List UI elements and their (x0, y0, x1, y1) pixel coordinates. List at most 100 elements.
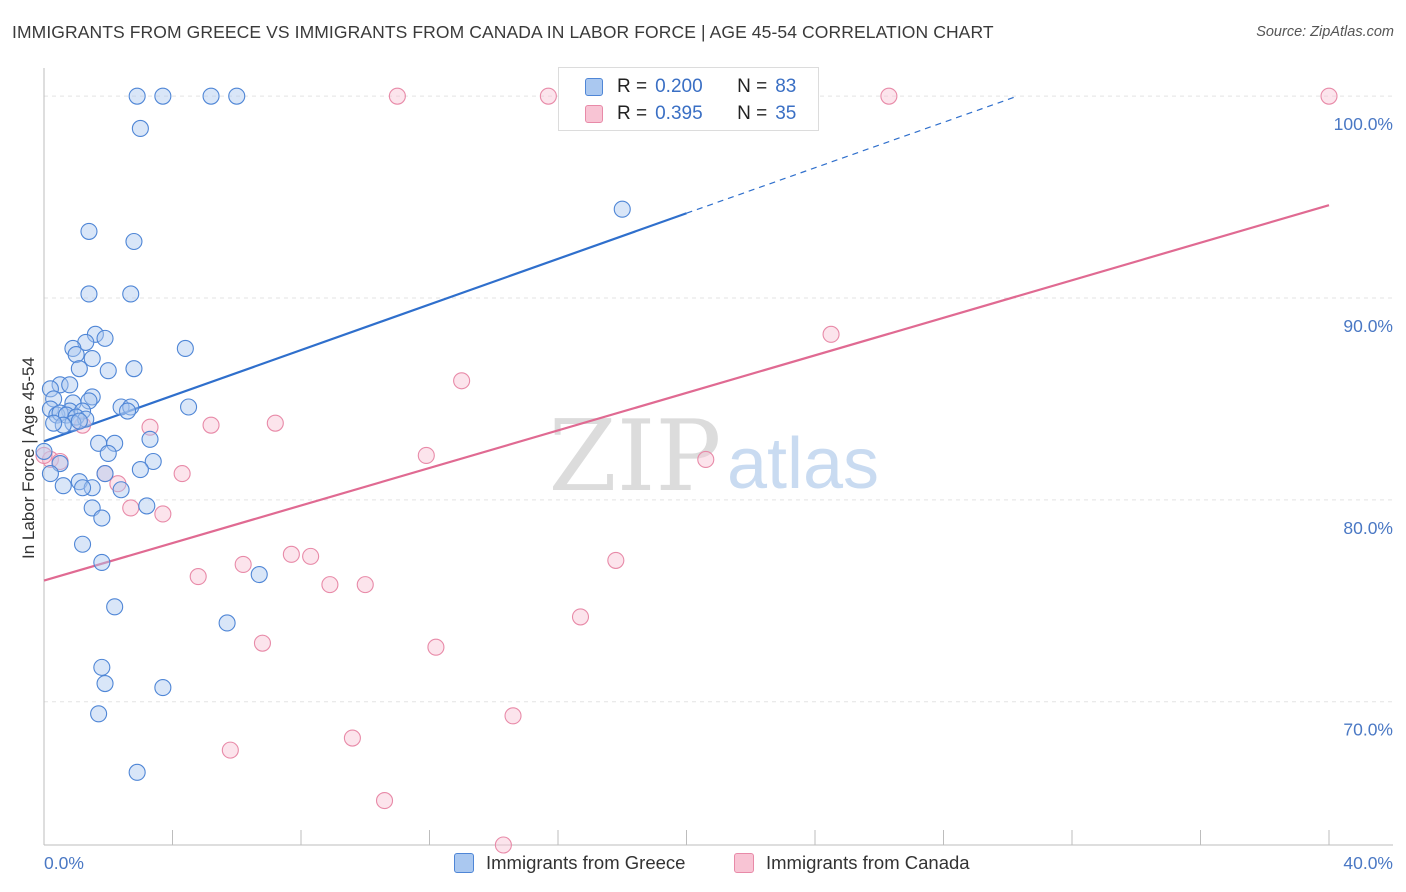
data-point-canada (427, 638, 445, 656)
legend-item-canada: Immigrants from Canada (734, 852, 970, 874)
data-point-canada (607, 551, 625, 569)
data-point-canada (571, 608, 590, 626)
y-tick-label: 80.0% (1343, 518, 1393, 538)
stats-legend: R = 0.200 N = 83 R = 0.395 N = 35 (558, 67, 819, 131)
data-point-greece (93, 553, 111, 571)
data-point-canada (504, 707, 522, 725)
trend-line-greece (43, 212, 687, 443)
data-point-greece (122, 285, 140, 303)
watermark-atlas: atlas (727, 424, 879, 504)
data-point-greece (99, 444, 117, 462)
watermark: ZIP atlas (549, 400, 879, 514)
data-point-greece (61, 376, 79, 394)
legend-item-greece: Immigrants from Greece (454, 852, 685, 874)
data-point-greece (41, 400, 59, 418)
data-point-greece (125, 360, 143, 378)
data-point-greece (45, 390, 63, 408)
data-point-greece (93, 509, 111, 527)
data-point-canada (221, 741, 239, 759)
data-point-greece (106, 598, 124, 616)
data-points (35, 87, 1338, 854)
data-point-greece (70, 360, 88, 378)
data-point-greece (180, 398, 198, 416)
legend-swatch-greece (454, 853, 474, 873)
trend-line-canada (43, 204, 1330, 582)
data-point-canada (356, 576, 374, 594)
data-point-greece (131, 119, 149, 138)
legend-r-value: 0.395 (655, 103, 703, 124)
data-point-canada (282, 545, 300, 563)
tick-labels: 70.0% 80.0% 90.0% 100.0% 0.0% 40.0% (44, 114, 1393, 873)
data-point-greece (202, 87, 220, 105)
data-point-canada (697, 450, 715, 469)
data-point-canada (494, 836, 512, 854)
data-point-canada (539, 87, 557, 105)
data-point-canada (1320, 87, 1338, 105)
data-point-greece (90, 705, 108, 723)
data-point-greece (93, 658, 111, 676)
data-point-greece (99, 362, 117, 380)
chart-title: IMMIGRANTS FROM GREECE VS IMMIGRANTS FRO… (12, 22, 994, 42)
data-point-canada (388, 87, 406, 105)
legend-swatch-canada (734, 853, 754, 873)
data-point-greece (41, 380, 59, 398)
data-point-canada (202, 416, 220, 434)
data-point-canada (453, 372, 471, 390)
axes (43, 68, 1393, 846)
legend-r-label: R = (617, 103, 648, 124)
data-point-greece (96, 329, 114, 347)
data-point-greece (228, 87, 246, 105)
data-point-greece (141, 430, 159, 448)
data-point-greece (131, 461, 149, 479)
legend-row-canada: R = 0.395 N = 35 (559, 101, 796, 127)
legend-row-greece: R = 0.200 N = 83 (559, 74, 796, 100)
data-point-greece (70, 412, 88, 430)
legend-n-label: N = (737, 76, 768, 97)
data-point-greece (613, 200, 631, 218)
data-point-greece (77, 410, 95, 428)
data-point-canada (822, 325, 840, 343)
data-point-greece (118, 402, 137, 420)
legend-r-value: 0.200 (655, 76, 703, 97)
legend-n-value: 83 (775, 76, 797, 97)
data-point-canada (417, 446, 435, 464)
legend-label-greece: Immigrants from Greece (486, 852, 686, 873)
data-point-greece (80, 222, 98, 240)
series-legend: Immigrants from Greece Immigrants from C… (0, 852, 1406, 878)
legend-n-value: 35 (775, 103, 797, 124)
legend-label-canada: Immigrants from Canada (766, 852, 970, 873)
data-point-greece (106, 434, 124, 452)
data-point-canada (122, 499, 140, 517)
data-point-canada (302, 547, 320, 565)
data-point-canada (189, 567, 207, 586)
data-point-greece (51, 376, 69, 394)
data-point-greece (128, 763, 146, 781)
data-point-greece (54, 477, 72, 495)
grid-lines (44, 95, 1393, 703)
data-point-canada (35, 446, 53, 464)
data-point-greece (74, 479, 92, 497)
x-tick-label: 40.0% (1343, 853, 1393, 873)
data-point-canada (343, 729, 361, 747)
data-point-greece (67, 345, 85, 364)
legend-r-label: R = (617, 76, 648, 97)
data-point-greece (125, 232, 143, 251)
data-point-greece (154, 679, 172, 697)
data-point-greece (154, 87, 172, 105)
data-point-greece (112, 481, 130, 499)
data-point-canada (154, 505, 172, 523)
data-point-canada (266, 414, 284, 432)
data-point-canada (173, 465, 191, 483)
trend-lines (43, 95, 1330, 582)
data-point-greece (138, 497, 156, 515)
data-point-greece (144, 452, 162, 471)
y-tick-label: 90.0% (1343, 316, 1393, 336)
trend-line-extension-greece (686, 95, 1018, 214)
y-tick-label: 100.0% (1334, 114, 1393, 134)
data-point-canada (141, 418, 159, 436)
data-point-canada (234, 555, 252, 573)
data-point-greece (83, 479, 101, 497)
data-point-greece (41, 465, 59, 483)
y-tick-label: 70.0% (1343, 720, 1393, 740)
